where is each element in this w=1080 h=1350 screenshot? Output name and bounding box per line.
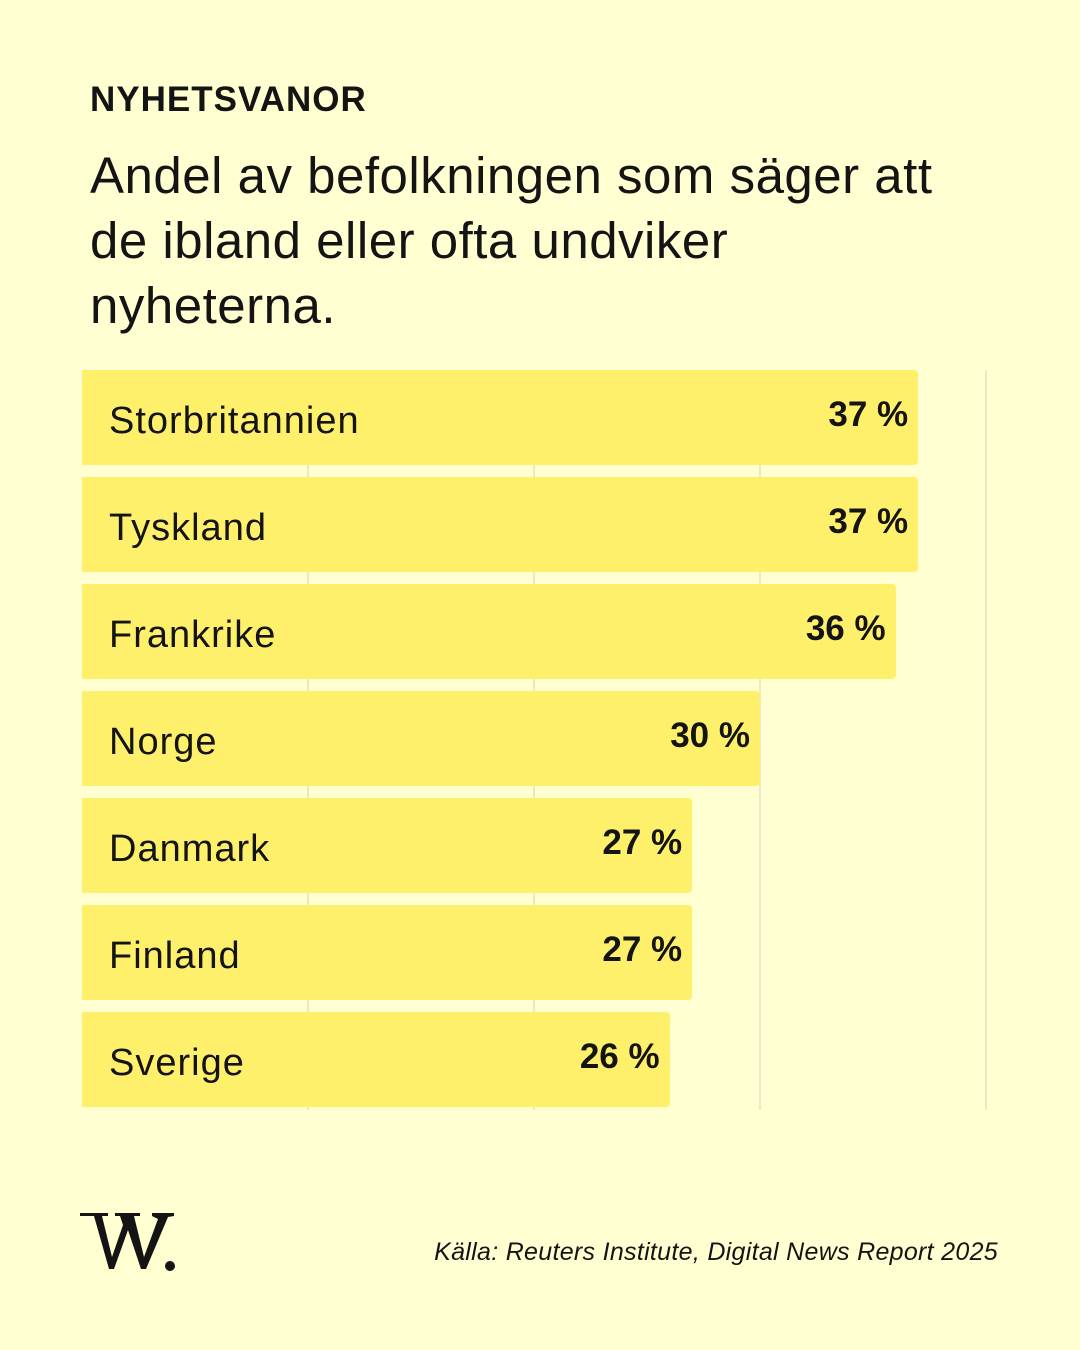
value-label: 37 %	[828, 501, 909, 541]
category-label: Frankrike	[109, 613, 277, 656]
value-label: 27 %	[602, 822, 683, 862]
category-label: Storbritannien	[109, 399, 360, 442]
bar-chart: Storbritannien 37 % Tyskland 37 % Frankrike 3…	[82, 370, 992, 1110]
gridline	[759, 370, 761, 1110]
bar: Danmark 27 %	[82, 798, 693, 893]
bar: Tyskland 37 %	[82, 477, 919, 572]
value-label: 37 %	[828, 394, 909, 434]
kicker: NYHETSVANOR	[90, 80, 367, 119]
value-label: 27 %	[602, 929, 683, 969]
category-label: Tyskland	[109, 506, 267, 549]
bar: Sverige 26 %	[82, 1012, 670, 1107]
value-label: 30 %	[670, 715, 750, 755]
category-label: Finland	[109, 934, 241, 977]
value-label: 36 %	[805, 608, 886, 648]
source-note: Källa: Reuters Institute, Digital News R…	[434, 1238, 998, 1266]
chart-title: Andel av befolkningen som säger att de i…	[90, 147, 933, 334]
bar: Norge 30 %	[82, 691, 760, 786]
bar: Frankrike 36 %	[82, 584, 896, 679]
category-label: Danmark	[109, 827, 271, 870]
w-logo-icon	[80, 1213, 175, 1271]
bar: Finland 27 %	[82, 905, 693, 1000]
category-label: Sverige	[109, 1041, 245, 1084]
bar: Storbritannien 37 %	[82, 370, 919, 465]
value-label: 26 %	[579, 1036, 660, 1076]
category-label: Norge	[109, 720, 218, 763]
gridline	[985, 370, 987, 1110]
